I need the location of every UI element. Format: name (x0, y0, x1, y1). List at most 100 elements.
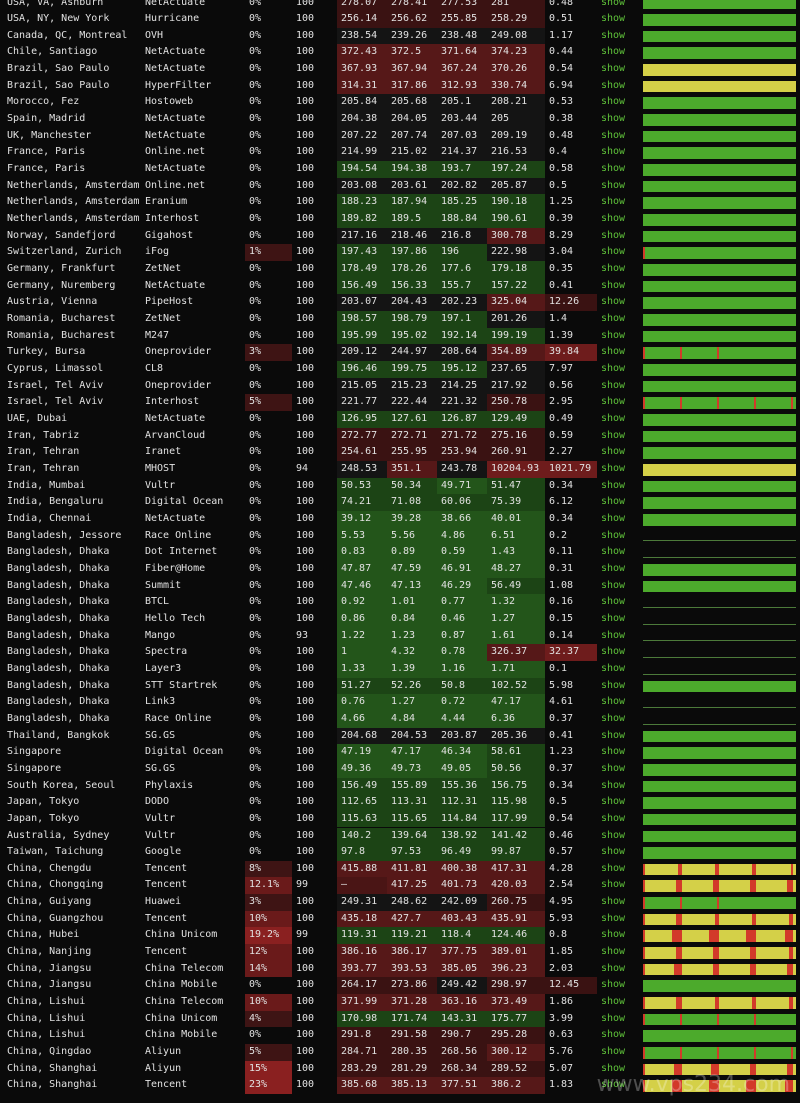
show-link[interactable]: show (601, 629, 626, 641)
show-link[interactable]: show (601, 746, 626, 758)
show-link[interactable]: show (601, 962, 626, 974)
show-link[interactable]: show (601, 146, 626, 158)
location: Turkey, Bursa (7, 346, 86, 358)
loss: 0% (249, 379, 262, 391)
show-link[interactable]: show (601, 429, 626, 441)
loss: 0% (249, 229, 262, 241)
show-link[interactable]: show (601, 29, 626, 41)
show-link[interactable]: show (601, 1029, 626, 1041)
best: 371.64 (437, 44, 487, 62)
stdev: 0.4 (549, 146, 568, 158)
worst: 1.43 (487, 544, 545, 561)
worst: 6.36 (487, 710, 545, 728)
show-link[interactable]: show (601, 462, 626, 474)
show-link[interactable]: show (601, 646, 626, 658)
show-link[interactable]: show (601, 363, 626, 375)
show-link[interactable]: show (601, 179, 626, 191)
show-link[interactable]: show (601, 496, 626, 508)
show-link[interactable]: show (601, 379, 626, 391)
show-link[interactable]: show (601, 396, 626, 408)
show-link[interactable]: show (601, 1079, 626, 1091)
show-link[interactable]: show (601, 812, 626, 824)
sent: 100 (296, 96, 315, 108)
show-link[interactable]: show (601, 946, 626, 958)
show-link[interactable]: show (601, 546, 626, 558)
show-link[interactable]: show (601, 696, 626, 708)
show-link[interactable]: show (601, 346, 626, 358)
show-link[interactable]: show (601, 413, 626, 424)
show-link[interactable]: show (601, 862, 626, 874)
sent: 100 (296, 279, 315, 291)
show-link[interactable]: show (601, 113, 626, 125)
loss-tick (791, 880, 793, 893)
show-link[interactable]: show (601, 779, 626, 791)
show-link[interactable]: show (601, 879, 626, 891)
show-link[interactable]: show (601, 912, 626, 924)
history-graph (643, 556, 796, 558)
show-link[interactable]: show (601, 562, 626, 574)
show-link[interactable]: show (601, 213, 626, 225)
loss: 8% (245, 860, 292, 878)
show-link[interactable]: show (601, 896, 626, 908)
show-link[interactable]: show (601, 829, 626, 841)
show-link[interactable]: show (601, 679, 626, 691)
loss-tick (787, 963, 789, 976)
stdev: 1.85 (549, 946, 574, 958)
show-link[interactable]: show (601, 579, 626, 591)
show-link[interactable]: show (601, 929, 626, 941)
show-link[interactable]: show (601, 313, 626, 325)
avg: 204.05 (387, 111, 437, 128)
show-link[interactable]: show (601, 129, 626, 141)
loss-tick (643, 947, 645, 959)
show-link[interactable]: show (601, 846, 626, 858)
sent: 100 (296, 313, 315, 325)
show-link[interactable]: show (601, 1012, 626, 1024)
show-link[interactable]: show (601, 0, 626, 8)
best: 377.51 (437, 1077, 487, 1095)
show-link[interactable]: show (601, 246, 626, 258)
show-link[interactable]: show (601, 979, 626, 991)
sent: 100 (296, 612, 315, 624)
provider: BTCL (145, 596, 170, 608)
show-link[interactable]: show (601, 196, 626, 208)
show-link[interactable]: show (601, 296, 626, 308)
show-link[interactable]: show (601, 612, 626, 624)
loss: 12% (245, 944, 292, 961)
avg: 47.17 (387, 744, 437, 761)
stdev: 1.83 (549, 1079, 574, 1091)
show-link[interactable]: show (601, 762, 626, 774)
show-link[interactable]: show (601, 996, 626, 1008)
show-link[interactable]: show (601, 13, 626, 25)
show-link[interactable]: show (601, 512, 626, 524)
show-link[interactable]: show (601, 712, 626, 724)
provider: NetActuate (145, 413, 206, 424)
show-link[interactable]: show (601, 279, 626, 291)
show-link[interactable]: show (601, 229, 626, 241)
loss: 0% (249, 113, 262, 125)
show-link[interactable]: show (601, 479, 626, 491)
show-link[interactable]: show (601, 662, 626, 674)
best: 49.71 (437, 477, 487, 495)
show-link[interactable]: show (601, 596, 626, 608)
avg: 417.25 (387, 877, 437, 895)
last: 249.31 (337, 894, 387, 911)
show-link[interactable]: show (601, 63, 626, 75)
show-link[interactable]: show (601, 796, 626, 808)
show-link[interactable]: show (601, 1062, 626, 1074)
show-link[interactable]: show (601, 329, 626, 341)
show-link[interactable]: show (601, 1046, 626, 1058)
show-link[interactable]: show (601, 446, 626, 458)
worst: 300.12 (487, 1044, 545, 1061)
show-link[interactable]: show (601, 263, 626, 275)
show-link[interactable]: show (601, 729, 626, 741)
avg: 0.89 (387, 544, 437, 561)
show-link[interactable]: show (601, 96, 626, 108)
location: Japan, Tokyo (7, 812, 80, 824)
show-link[interactable]: show (601, 46, 626, 58)
stdev: 12.26 (545, 294, 597, 312)
last: 217.16 (337, 227, 387, 245)
sent: 100 (296, 1029, 315, 1041)
show-link[interactable]: show (601, 163, 626, 175)
show-link[interactable]: show (601, 79, 626, 91)
show-link[interactable]: show (601, 529, 626, 541)
